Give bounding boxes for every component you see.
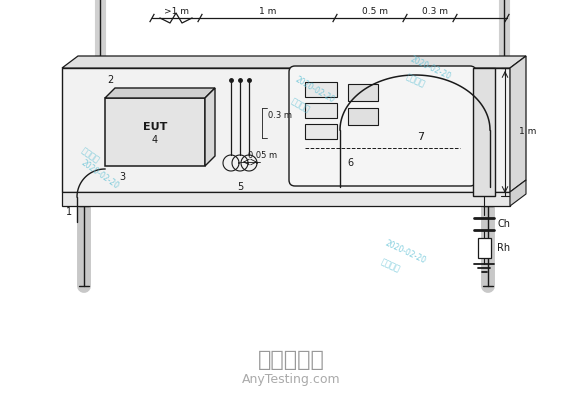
Text: 沪通检品: 沪通检品 — [404, 72, 426, 88]
Polygon shape — [62, 68, 510, 192]
Text: 7: 7 — [417, 132, 424, 142]
Text: 沪通检品: 沪通检品 — [79, 146, 101, 164]
Bar — [305, 82, 337, 97]
Text: 1 m: 1 m — [519, 128, 536, 136]
Text: 4: 4 — [152, 135, 158, 145]
Bar — [305, 103, 337, 118]
Polygon shape — [473, 68, 495, 196]
Text: 2020-02-20: 2020-02-20 — [408, 55, 452, 81]
Text: 2020-02-20: 2020-02-20 — [383, 239, 427, 265]
Text: 1: 1 — [66, 207, 72, 217]
Text: >1 m: >1 m — [163, 6, 188, 16]
FancyBboxPatch shape — [289, 66, 476, 186]
Text: Rh: Rh — [497, 243, 510, 253]
Text: EUT: EUT — [143, 122, 167, 132]
Text: 沪通检品: 沪通检品 — [289, 96, 311, 114]
Polygon shape — [62, 192, 510, 206]
Text: AnyTesting.com: AnyTesting.com — [242, 373, 340, 387]
Polygon shape — [510, 180, 526, 206]
Polygon shape — [205, 88, 215, 166]
Polygon shape — [105, 98, 205, 166]
Text: Ch: Ch — [497, 219, 510, 229]
Text: 6: 6 — [347, 158, 353, 168]
Text: 2020-02-20: 2020-02-20 — [294, 75, 336, 105]
Polygon shape — [510, 56, 526, 192]
Text: 2020-02-20: 2020-02-20 — [79, 159, 121, 191]
Bar — [305, 124, 337, 139]
Bar — [348, 84, 378, 101]
Text: 沪通检品: 沪通检品 — [379, 257, 401, 273]
Bar — [477, 238, 490, 258]
Text: 0.05 m: 0.05 m — [248, 150, 277, 160]
Bar — [348, 108, 378, 125]
Text: 1 m: 1 m — [259, 6, 276, 16]
Text: 0.5 m: 0.5 m — [362, 6, 388, 16]
Text: 0.3 m: 0.3 m — [422, 6, 448, 16]
Text: 3: 3 — [119, 172, 125, 182]
Text: 5: 5 — [237, 182, 243, 192]
Text: 0.3 m: 0.3 m — [268, 111, 292, 119]
Polygon shape — [105, 88, 215, 98]
Text: 嘉峨检测网: 嘉峨检测网 — [258, 350, 324, 370]
Text: 2: 2 — [107, 75, 113, 85]
Polygon shape — [62, 56, 526, 68]
